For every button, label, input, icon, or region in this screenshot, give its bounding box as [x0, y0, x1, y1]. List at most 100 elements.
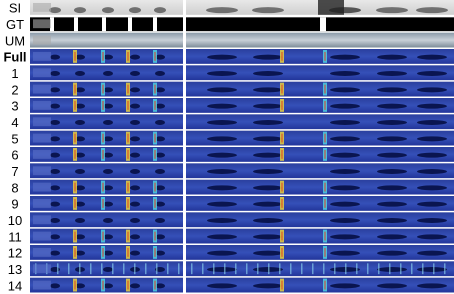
row-label: 11 [8, 229, 22, 244]
image-blob [376, 7, 408, 14]
heatmap-blob [130, 185, 140, 191]
noise [389, 263, 391, 275]
heatmap-blob [130, 218, 140, 223]
heatmap-core [127, 52, 129, 61]
heatmap-core [74, 133, 76, 143]
heatmap-blob [330, 87, 360, 93]
heatmap-blob [377, 103, 407, 109]
heatmap-blob [253, 136, 283, 142]
heatmap-core [281, 231, 283, 241]
heatmap-blob [253, 152, 283, 158]
image-dark [318, 0, 344, 15]
heatmap-blob [75, 201, 85, 207]
heatmap [186, 163, 454, 179]
heatmap-blob [103, 152, 113, 158]
heatmap [186, 179, 454, 195]
heatmap-blob [417, 87, 447, 93]
noise [178, 263, 180, 275]
thumb [33, 133, 51, 143]
heatmap-blob [130, 87, 140, 93]
heatmap-blob [130, 201, 140, 207]
heatmap-core [154, 280, 156, 290]
row-label: 5 [11, 131, 18, 146]
heatmap-blob [253, 71, 283, 76]
thumb [33, 248, 51, 257]
noise [356, 263, 358, 275]
thumb [33, 101, 51, 110]
row-label: 13 [8, 262, 22, 277]
heatmap-core [74, 52, 76, 61]
heatmap-blob [75, 185, 85, 191]
heatmap-blob [130, 54, 140, 60]
thumb [33, 264, 51, 274]
heatmap-core [281, 280, 283, 290]
heatmap-blob [75, 136, 85, 142]
heatmap [186, 228, 454, 244]
heatmap-blob [417, 136, 447, 142]
heatmap [186, 114, 454, 130]
heatmap-blob [130, 169, 140, 174]
heatmap-blob [377, 185, 407, 191]
row-label: 14 [8, 278, 22, 293]
heatmap-blob [75, 54, 85, 60]
thumb [33, 3, 51, 12]
heatmap-blob [330, 136, 360, 142]
heatmap-blob [130, 152, 140, 158]
image-blob [102, 7, 114, 14]
heatmap-core [127, 101, 129, 110]
heatmap-blob [207, 136, 237, 142]
heatmap-blob [103, 218, 113, 223]
uncertainty-map [186, 32, 454, 48]
heatmap-blob [377, 201, 407, 207]
noise [101, 263, 103, 275]
heatmap-blob [75, 169, 85, 174]
image-blob [416, 7, 448, 14]
noise [224, 263, 226, 275]
heatmap-blob [253, 201, 283, 207]
row-label: GT [6, 17, 24, 32]
noise [123, 263, 125, 275]
image-blob [129, 7, 141, 14]
heatmap-blob [50, 120, 60, 125]
heatmap-core [324, 231, 326, 241]
heatmap-blob [330, 234, 360, 240]
heatmap [186, 81, 454, 97]
image-blob [252, 7, 284, 14]
heatmap-blob [155, 120, 165, 125]
uncertainty-map [30, 32, 183, 48]
heatmap-core [127, 182, 129, 192]
heatmap-blob [207, 283, 237, 289]
heatmap-blob [130, 234, 140, 240]
heatmap-core [154, 84, 156, 94]
heatmap-core [102, 182, 104, 192]
heatmap-blob [103, 185, 113, 191]
heatmap-blob [50, 87, 60, 93]
heatmap-blob [130, 136, 140, 142]
heatmap-core [74, 248, 76, 257]
row-label: 12 [8, 246, 22, 261]
heatmap-blob [207, 103, 237, 109]
thumb [33, 215, 51, 225]
noise [444, 263, 446, 275]
noise [79, 263, 81, 275]
heatmap-core [74, 84, 76, 94]
gt-gap [320, 17, 326, 32]
heatmap-core [324, 101, 326, 110]
heatmap [186, 245, 454, 260]
heatmap-core [154, 133, 156, 143]
heatmap-blob [103, 201, 113, 207]
heatmap-core [102, 52, 104, 61]
noise [213, 263, 215, 275]
heatmap-blob [155, 283, 165, 289]
row-label: 2 [11, 82, 18, 97]
heatmap-blob [417, 169, 447, 174]
noise [235, 263, 237, 275]
heatmap-blob [417, 283, 447, 289]
heatmap-blob [377, 234, 407, 240]
heatmap-blob [50, 201, 60, 207]
noise [68, 263, 70, 275]
row-label: 6 [11, 148, 18, 163]
heatmap-core [281, 150, 283, 159]
heatmap-core [74, 280, 76, 290]
heatmap-core [74, 199, 76, 208]
